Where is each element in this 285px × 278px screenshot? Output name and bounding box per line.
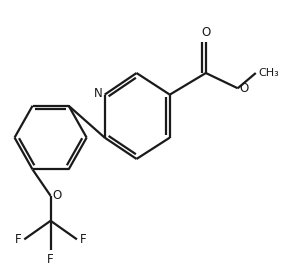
Text: O: O	[53, 189, 62, 202]
Text: F: F	[15, 233, 21, 246]
Text: F: F	[47, 253, 54, 266]
Text: O: O	[201, 26, 211, 39]
Text: N: N	[94, 87, 102, 100]
Text: O: O	[239, 82, 248, 95]
Text: F: F	[80, 233, 86, 246]
Text: CH₃: CH₃	[258, 68, 279, 78]
